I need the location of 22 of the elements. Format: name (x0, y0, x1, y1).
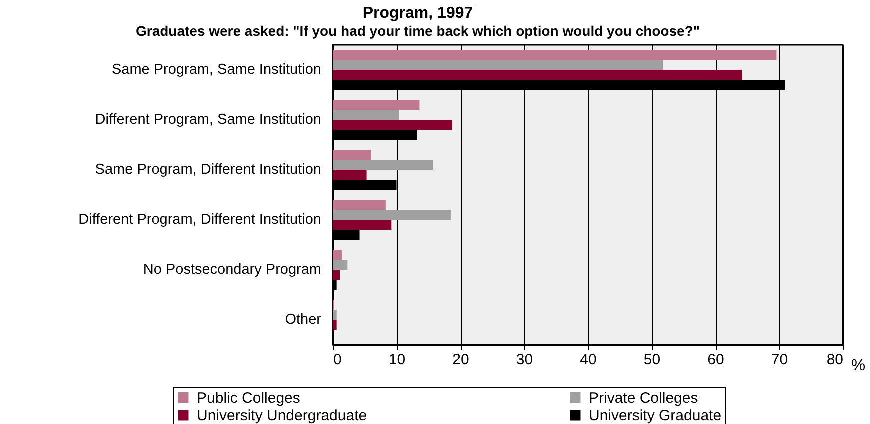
chart-title: Program, 1997 (362, 5, 474, 22)
x-tick-label: 0 (334, 352, 342, 368)
x-tick-label: 70 (771, 352, 788, 368)
legend-label: University Undergraduate (197, 408, 368, 424)
legend-label: Public Colleges (197, 390, 300, 407)
y-tick-label: Same Program, Different Institution (95, 162, 322, 178)
legend-label: Private Colleges (589, 390, 698, 407)
y-tick-label: Different Program, Different Institution (78, 212, 322, 228)
x-tick-label: 30 (516, 352, 534, 368)
x-tick-label: 40 (580, 352, 597, 368)
y-tick-label: Other (285, 312, 322, 328)
x-tick-label: 20 (452, 352, 470, 368)
y-tick-label: Different Program, Same Institution (95, 112, 322, 128)
x-tick-label: 80 (826, 352, 844, 368)
x-axis-title: % (851, 358, 866, 374)
chart-subtitle: Graduates were asked: "If you had your time back which option would you choose?" (136, 23, 700, 39)
x-tick-label: 10 (388, 352, 406, 368)
x-tick-label: 50 (644, 352, 661, 368)
x-tick-label: 60 (708, 352, 724, 368)
y-tick-label: Same Program, Same Institution (112, 62, 322, 78)
legend-label: University Graduate (589, 408, 722, 424)
y-tick-label: No Postsecondary Program (143, 262, 322, 278)
